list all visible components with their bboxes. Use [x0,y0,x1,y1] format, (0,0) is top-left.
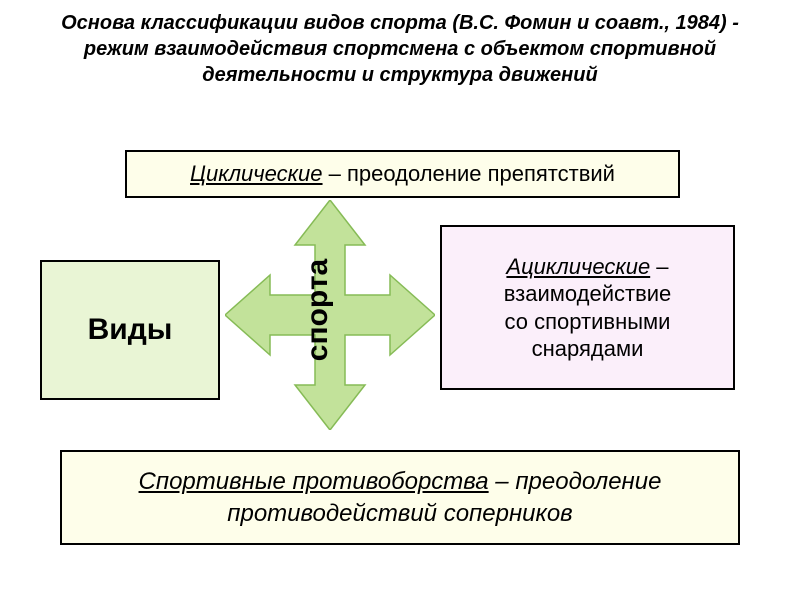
acyclic-rest-3: снарядами [532,336,644,361]
box-cyclic-text: Циклические – преодоление препятствий [190,161,615,187]
cyclic-underline: Циклические [190,161,323,186]
acyclic-rest-2: со спортивными [505,309,671,334]
box-acyclic: Ациклические – взаимодействие со спортив… [440,225,735,390]
box-types: Виды [40,260,220,400]
acyclic-rest-0: – [650,254,668,279]
confrontations-underline: Спортивные противоборства [139,468,489,495]
acyclic-rest-1: взаимодействие [504,281,672,306]
box-cyclic: Циклические – преодоление препятствий [125,150,680,198]
page-title: Основа классификации видов спорта (В.С. … [0,0,800,100]
cyclic-rest: – преодоление препятствий [323,161,615,186]
types-label: Виды [88,313,173,347]
box-confrontations: Спортивные противоборства – преодоление … [60,450,740,545]
box-confrontations-text: Спортивные противоборства – преодоление … [62,466,738,528]
arrow-label: спорта [301,259,335,361]
acyclic-underline: Ациклические [506,254,650,279]
box-acyclic-text: Ациклические – взаимодействие со спортив… [504,253,672,363]
